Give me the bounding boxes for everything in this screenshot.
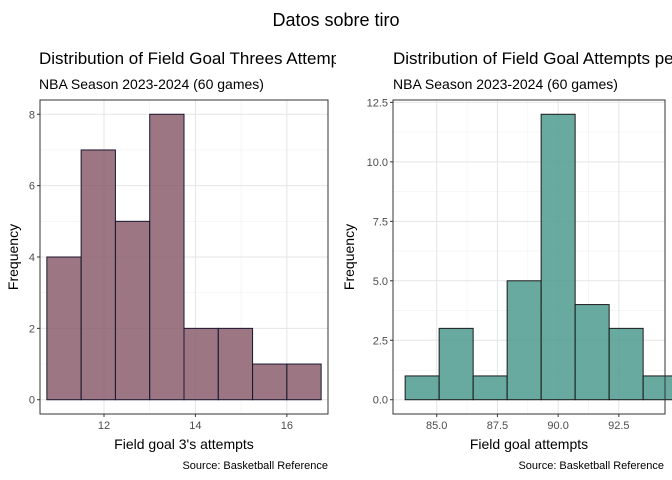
right-histogram: 0.0 2.5 5.0 7.5 10.0 12.5 85.0 87.5 90.0 92.5 Fiel… bbox=[341, 97, 672, 452]
y-tick-label: 2.5 bbox=[373, 335, 388, 347]
y-tick-label: 10.0 bbox=[367, 157, 388, 169]
histogram-bar-1 bbox=[404, 375, 440, 401]
histogram-bar-1 bbox=[46, 256, 82, 401]
histogram-bar-6 bbox=[574, 304, 610, 401]
overall-title: Datos sobre tiro bbox=[272, 10, 400, 30]
y-axis-label: Frequency bbox=[5, 224, 21, 290]
plot-border bbox=[392, 99, 666, 415]
left-histogram: 0 2 4 6 8 12 14 16 Field goal 3's attempts Freque… bbox=[5, 99, 329, 452]
x-tick-label: 92.5 bbox=[608, 420, 629, 432]
histogram-bar-2 bbox=[438, 327, 474, 401]
left-chart-subtitle: NBA Season 2023-2024 (60 games) bbox=[39, 76, 264, 92]
left-chart-panel: Distribution of Field Goal Threes Attemp… bbox=[5, 49, 336, 472]
y-tick-label: 5.0 bbox=[373, 276, 388, 288]
x-tick-label: 12 bbox=[98, 420, 110, 432]
histogram-bar-8 bbox=[642, 375, 672, 401]
histogram-bar-3 bbox=[114, 220, 151, 401]
left-chart-title: Distribution of Field Goal Threes Attemp… bbox=[39, 49, 336, 68]
histogram-bar-5 bbox=[540, 113, 576, 401]
histogram-bar-3 bbox=[472, 375, 508, 401]
y-tick-label: 2 bbox=[29, 323, 35, 335]
histogram-bar-5 bbox=[183, 327, 219, 401]
histogram-bar-8 bbox=[286, 363, 322, 401]
y-tick-label: 4 bbox=[29, 252, 35, 264]
y-tick-label: 8 bbox=[29, 109, 35, 121]
x-tick-label: 90.0 bbox=[547, 420, 568, 432]
histogram-bar-4 bbox=[506, 280, 542, 401]
x-tick-label: 87.5 bbox=[487, 420, 508, 432]
right-chart-caption: Source: Basketball Reference bbox=[518, 460, 664, 472]
left-chart-caption: Source: Basketball Reference bbox=[182, 460, 328, 472]
y-tick-label: 12.5 bbox=[367, 97, 388, 109]
y-tick-label: 0.0 bbox=[373, 395, 388, 407]
x-tick-label: 85.0 bbox=[426, 420, 447, 432]
y-tick-label: 7.5 bbox=[373, 216, 388, 228]
x-tick-label: 14 bbox=[189, 420, 201, 432]
histogram-bar-6 bbox=[217, 327, 254, 401]
x-tick-label: 16 bbox=[281, 420, 293, 432]
right-chart-title: Distribution of Field Goal Attempts per … bbox=[393, 49, 672, 68]
histogram-bar-4 bbox=[149, 113, 185, 401]
histogram-bar-7 bbox=[252, 363, 288, 401]
y-tick-label: 6 bbox=[29, 181, 35, 193]
right-chart-panel: Distribution of Field Goal Attempts per … bbox=[336, 0, 672, 480]
x-axis-label: Field goal attempts bbox=[470, 436, 588, 452]
histogram-bar-7 bbox=[608, 327, 644, 401]
y-tick-label: 0 bbox=[29, 395, 35, 407]
y-axis-label: Frequency bbox=[341, 224, 357, 290]
right-chart-subtitle: NBA Season 2023-2024 (60 games) bbox=[393, 76, 618, 92]
x-axis-label: Field goal 3's attempts bbox=[114, 436, 254, 452]
histogram-bar-2 bbox=[80, 149, 116, 401]
